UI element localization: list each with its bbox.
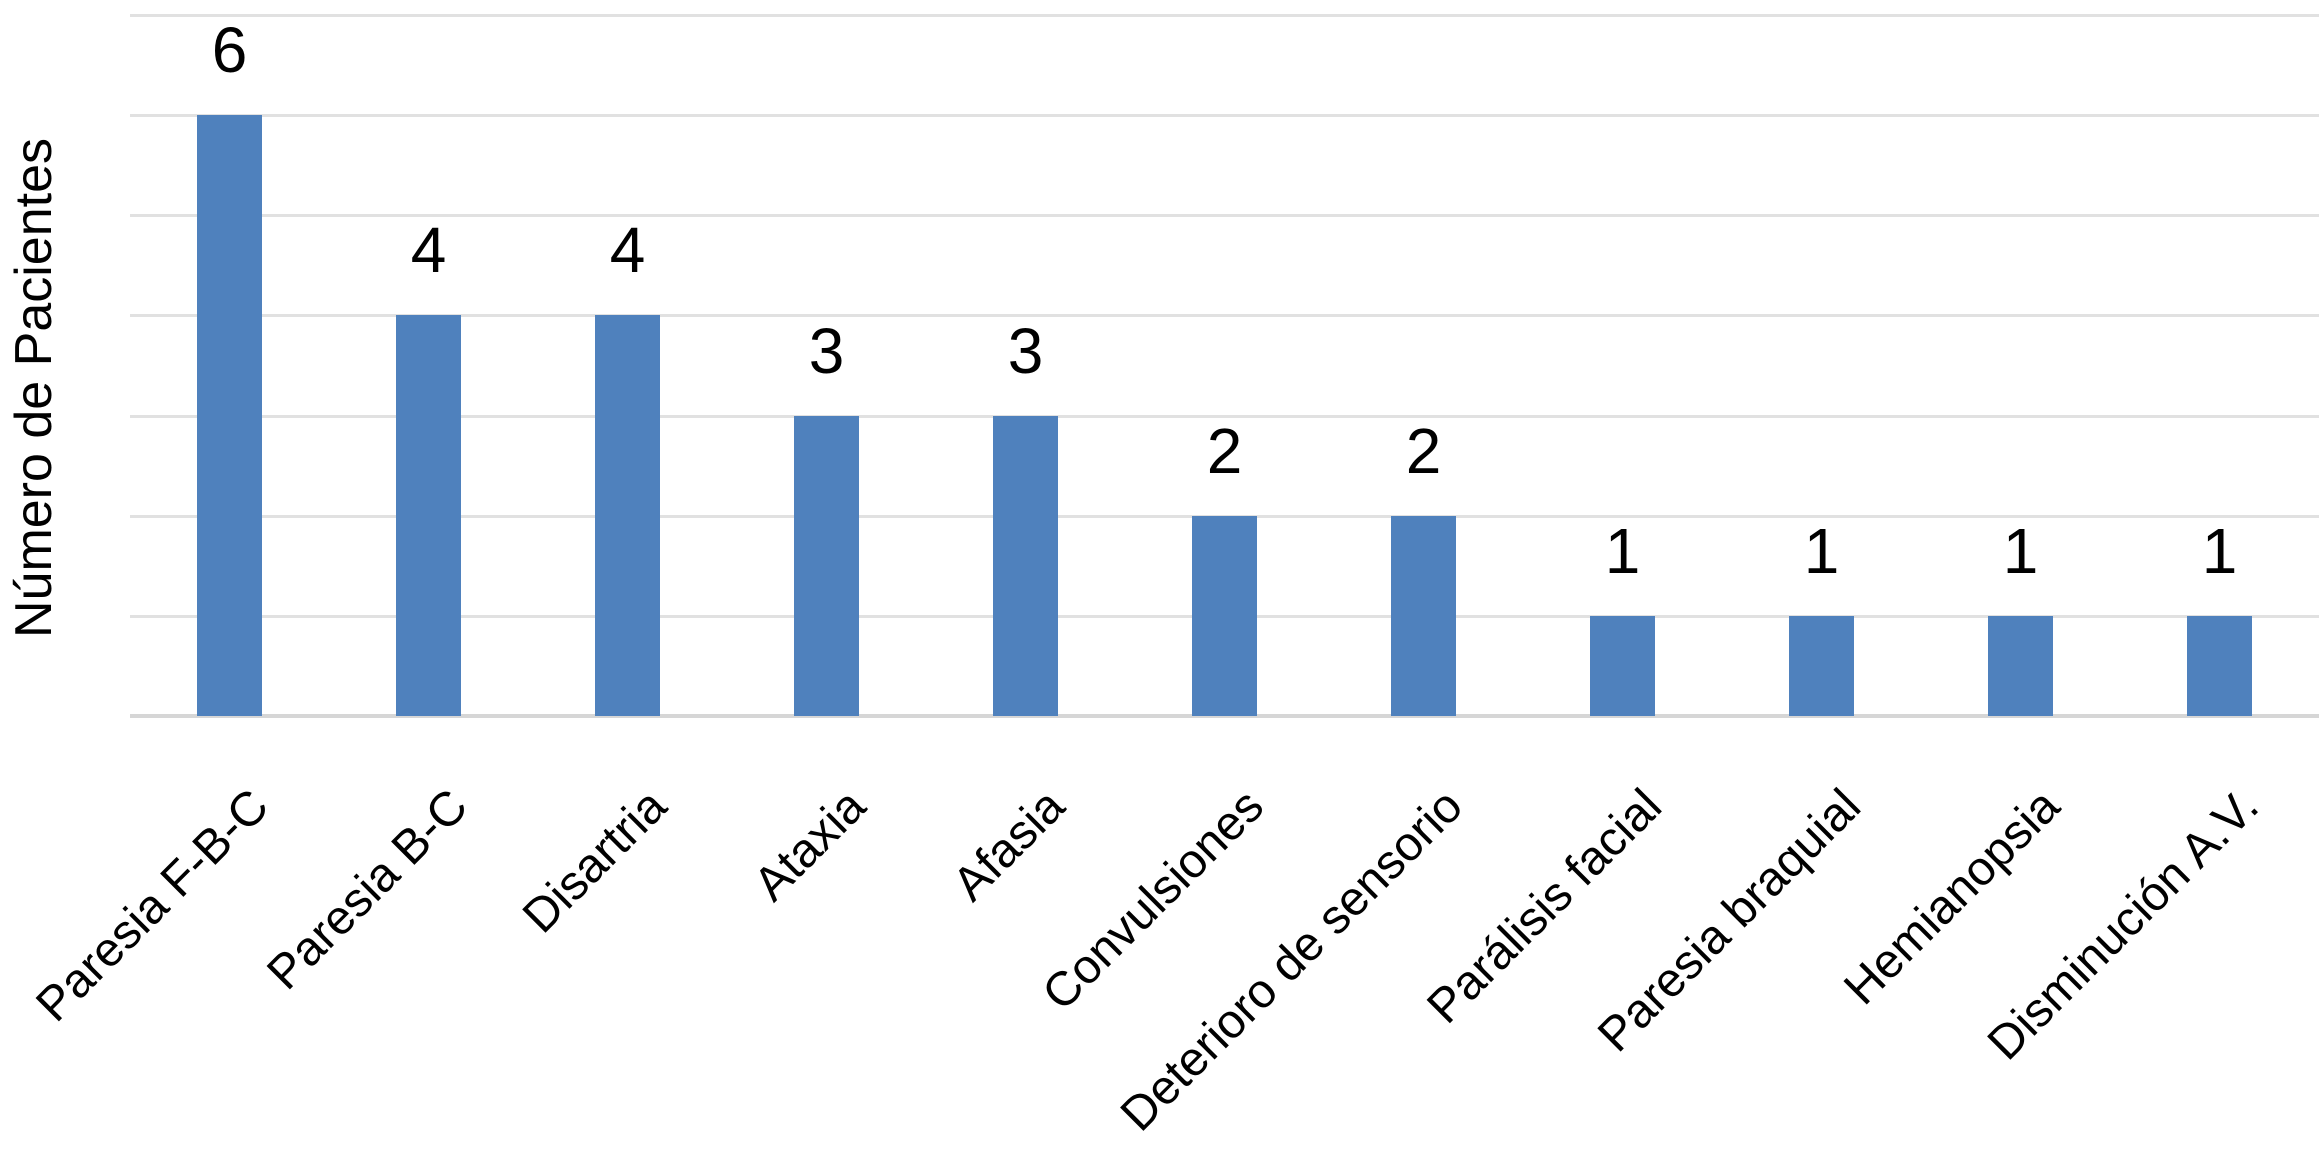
bar-value-label: 1 — [1604, 515, 1641, 587]
bar — [197, 115, 262, 716]
bar-value-label: 1 — [1803, 515, 1840, 587]
bar — [595, 315, 660, 716]
bar-value-label: 6 — [211, 14, 248, 86]
gridline — [130, 214, 2319, 218]
bar-value-label: 1 — [2201, 515, 2238, 587]
bar — [993, 416, 1058, 716]
gridline — [130, 14, 2319, 17]
bar — [1391, 516, 1456, 716]
bar-value-label: 2 — [1206, 415, 1243, 487]
bar — [1789, 616, 1854, 716]
gridline — [130, 414, 2319, 418]
bar-value-label: 3 — [808, 315, 845, 387]
bar-value-label: 4 — [410, 214, 447, 286]
bar — [1590, 616, 1655, 716]
bar — [794, 416, 859, 716]
bar-value-label: 1 — [2002, 515, 2039, 587]
bar — [1192, 516, 1257, 716]
bar — [396, 315, 461, 716]
bar-value-label: 4 — [609, 214, 646, 286]
gridline — [130, 314, 2319, 318]
y-axis-label: Número de Pacientes — [5, 137, 63, 639]
bar — [2187, 616, 2252, 716]
plot-area: 6 Paresia F-B-C 4 Paresia B-C 4 Disartria 3 Ata… — [26, 0, 2319, 1141]
bar-value-label: 3 — [1007, 315, 1044, 387]
bar-value-label: 2 — [1405, 415, 1442, 487]
gridline — [130, 114, 2319, 118]
x-axis-line — [130, 714, 2319, 718]
bar — [1988, 616, 2053, 716]
